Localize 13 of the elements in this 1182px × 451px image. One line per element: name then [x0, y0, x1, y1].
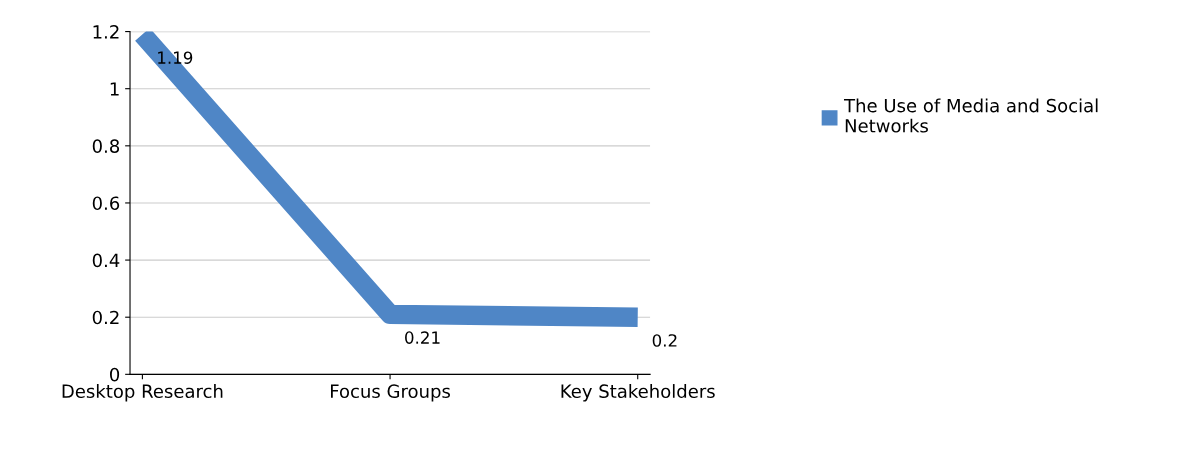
- x-tick-label: Focus Groups: [331, 384, 451, 402]
- y-tick-label: 1: [110, 82, 119, 96]
- data-label: 0.21: [405, 331, 440, 344]
- legend-label: The Use of Media and Social Networks: [843, 98, 1098, 133]
- data-label: 0.2: [652, 334, 677, 347]
- y-tick-label: 0.4: [92, 253, 120, 268]
- x-tick-label: Desktop Research: [62, 384, 223, 402]
- y-tick-label: 0.2: [92, 310, 119, 325]
- y-tick-label: 1.2: [93, 25, 119, 39]
- y-tick-label: 0.6: [92, 196, 120, 211]
- y-tick-label: 0.8: [92, 139, 120, 153]
- x-tick-label: Key Stakeholders: [561, 384, 715, 402]
- y-tick-label: 0: [110, 367, 120, 382]
